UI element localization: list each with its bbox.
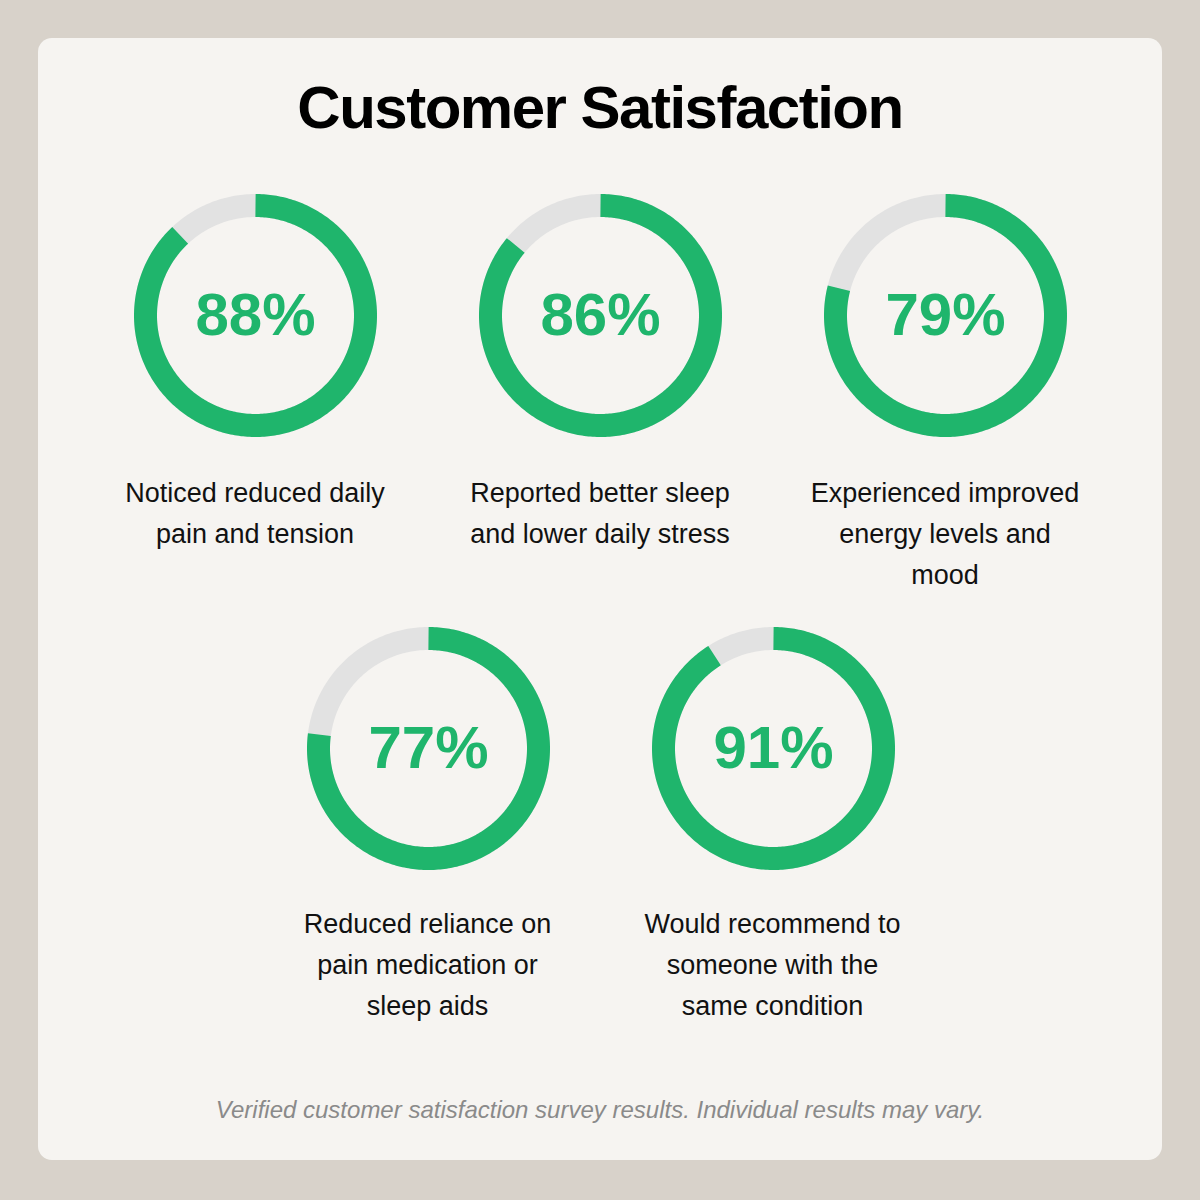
html-text:Would recommend to someone wit: Would recommend to someone with the same… (644, 909, 901, 1021)
html-text:Customer Satisfaction: Customer Satisfaction (297, 74, 903, 141)
svg-text:86%: 86% (540, 281, 660, 348)
html-text:Noticed reduced daily pain and: Noticed reduced daily pain and tension (125, 478, 385, 549)
svg-text:77%: 77% (368, 714, 488, 781)
html-text:Experienced improved energy le: Experienced improved energy levels and m… (810, 478, 1080, 590)
svg-text:79%: 79% (885, 281, 1005, 348)
html-text:Reported better sleep and lowe: Reported better sleep and lower daily st… (470, 478, 730, 549)
html-text:Reduced reliance on pain medic: Reduced reliance on pain medication or s… (303, 909, 552, 1021)
svg-text:88%: 88% (195, 281, 315, 348)
svg-text:91%: 91% (713, 714, 833, 781)
html-text:Verified customer satisfaction: Verified customer satisfaction survey re… (215, 1096, 985, 1123)
